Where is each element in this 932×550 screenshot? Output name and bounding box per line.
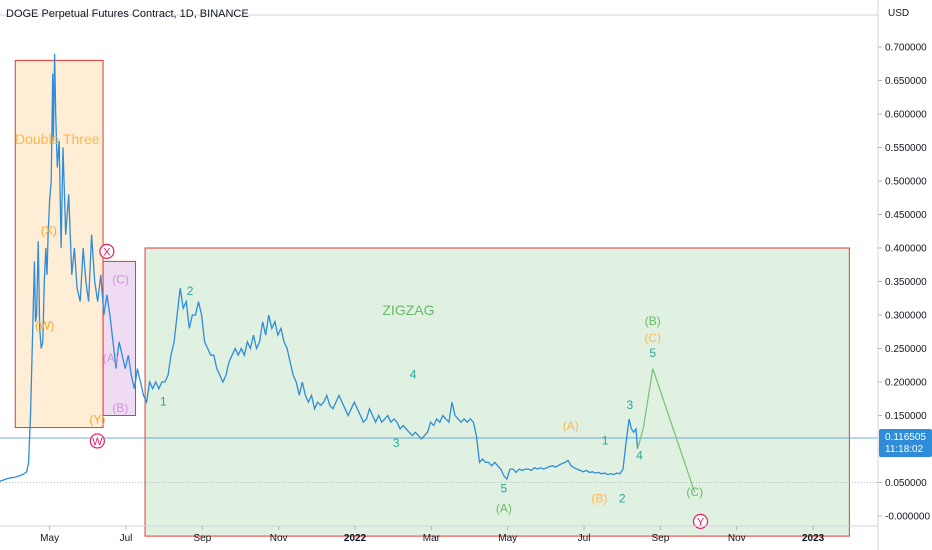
wave-label: 5 [501, 482, 508, 496]
wave-label: (A) [563, 419, 579, 433]
x-tick-label: Mar [423, 533, 441, 544]
circled-wave-marker [99, 243, 115, 259]
y-tick-label: 0.400000 [885, 244, 927, 255]
circled-wave-label: W [92, 436, 103, 448]
wave-label: (C) [644, 331, 661, 345]
zigzag-box [144, 247, 850, 537]
wave-label: 1 [160, 394, 167, 408]
circled-wave-marker [692, 513, 709, 529]
x-tick-label: Jul [578, 533, 591, 544]
x-tick-label: 2022 [344, 533, 367, 544]
wave-label: (B) [591, 492, 607, 506]
y-tick-label: 0.350000 [885, 277, 927, 288]
wave-label: 2 [619, 492, 626, 506]
wave-label: (X) [41, 224, 57, 238]
circled-wave-label: Y [697, 516, 705, 528]
wave-label: (A) [496, 502, 512, 516]
wave-label: 4 [636, 449, 643, 463]
chart-title: DOGE Perpetual Futures Contract, 1D, BIN… [6, 8, 249, 20]
x-tick-label: Sep [652, 533, 670, 544]
y-tick-label: 0.450000 [885, 210, 927, 221]
circled-wave-label: X [103, 246, 111, 258]
double-three-box [14, 59, 104, 429]
x-tick-label: 2023 [802, 533, 825, 544]
price-series-line [0, 53, 639, 482]
x-tick-label: May [498, 533, 517, 544]
wave-label: (A) [103, 351, 119, 365]
wave-label: Double Three [15, 131, 100, 147]
wave-label: (C) [686, 485, 703, 499]
y-tick-label: 0.150000 [885, 411, 927, 422]
wave-label: 1 [602, 433, 609, 447]
projection-line [636, 368, 696, 493]
price-tag-timer: 11:18:02 [885, 444, 924, 455]
wave-label: 3 [627, 398, 634, 412]
wave-label: ZIGZAG [382, 302, 434, 318]
wave-label: 5 [649, 346, 656, 360]
y-tick-label: 0.300000 [885, 311, 927, 322]
wave-label: (B) [112, 401, 128, 415]
x-tick-label: May [40, 533, 59, 544]
y-tick-label: 0.600000 [885, 110, 927, 121]
wave-label: (C) [112, 273, 129, 287]
x-wave-box [102, 260, 137, 416]
wave-label: 4 [410, 368, 417, 382]
y-tick-label: 0.200000 [885, 378, 927, 389]
y-tick-label: 0.550000 [885, 143, 927, 154]
x-tick-label: Sep [193, 533, 211, 544]
y-tick-label: 0.050000 [885, 478, 927, 489]
y-tick-label: 0.700000 [885, 43, 927, 54]
price-tag-value: 0.116505 [885, 432, 926, 443]
wave-label: 2 [187, 284, 194, 298]
y-tick-label: -0.000000 [885, 512, 930, 523]
wave-label: (B) [645, 314, 661, 328]
price-tag-background [879, 428, 932, 457]
wave-label: (W) [35, 319, 54, 333]
x-tick-label: Jul [120, 533, 133, 544]
x-tick-label: Nov [270, 533, 288, 544]
y-tick-label: 0.250000 [885, 344, 927, 355]
y-tick-label: 0.650000 [885, 76, 927, 87]
y-tick-label: 0.500000 [885, 177, 927, 188]
currency-label: USD [888, 8, 909, 19]
circled-wave-marker [89, 433, 105, 449]
wave-label: 3 [393, 436, 400, 450]
wave-label: (Y) [89, 413, 105, 427]
x-tick-label: Nov [728, 533, 746, 544]
current-price-tag: 0.116505 11:18:02 [879, 428, 932, 457]
